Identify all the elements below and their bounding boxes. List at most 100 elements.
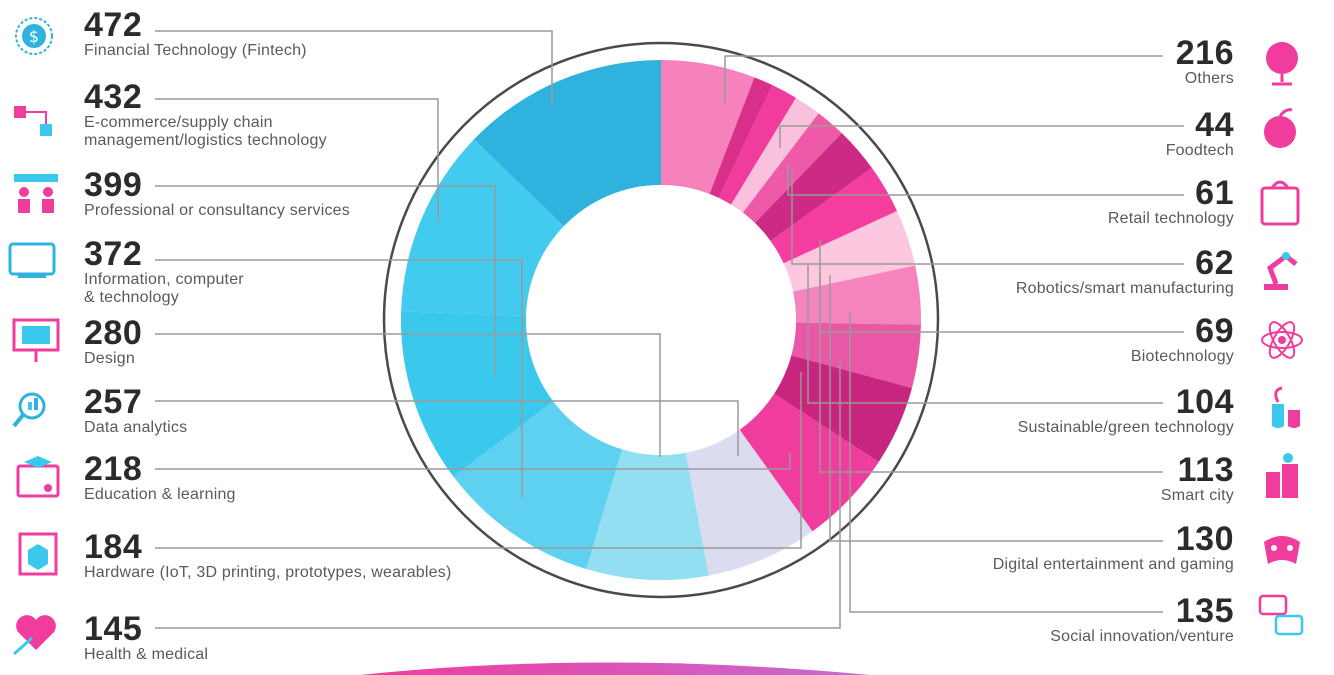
- category-name: Financial Technology (Fintech): [84, 42, 307, 59]
- leader-line-right: [787, 165, 1184, 196]
- leader-line-left: [155, 259, 523, 497]
- category-count: 372: [84, 235, 143, 273]
- donut-hole: [526, 185, 796, 455]
- leader-line-left: [155, 453, 791, 470]
- category-name: Foodtech: [1165, 142, 1234, 159]
- leader-line-right: [791, 170, 1184, 265]
- category-name: Education & learning: [84, 486, 236, 503]
- leader-line-left: [155, 185, 496, 376]
- leader-line-right: [819, 272, 1163, 473]
- category-count: 280: [84, 314, 143, 352]
- category-label-right: 61 Retail technology: [814, 176, 1234, 228]
- category-count: 104: [1175, 383, 1234, 421]
- category-label-right: 69 Biotechnology: [814, 314, 1234, 366]
- donut-slice-3: [718, 85, 797, 205]
- donut-slice-15: [453, 401, 623, 570]
- leader-line-right: [849, 312, 1163, 613]
- category-name: Information, computer: [84, 271, 244, 288]
- category-label-left: 432 E-commerce/supply chain management/log…: [84, 80, 327, 150]
- category-name: Sustainable/green technology: [1017, 419, 1234, 436]
- computer-icon: [8, 242, 56, 278]
- donut-slice-12: [739, 393, 879, 532]
- category-count: 184: [84, 528, 143, 566]
- globe-icon: [1266, 42, 1298, 86]
- category-count: 145: [84, 610, 143, 648]
- svg-text:$: $: [29, 27, 39, 46]
- category-count: 432: [84, 78, 143, 116]
- leader-line-right: [724, 55, 1163, 104]
- donut-slice-17: [401, 139, 564, 316]
- education-icon: [16, 456, 60, 498]
- category-label-left: 184 Hardware (IoT, 3D printing, prototype…: [84, 530, 452, 582]
- consultancy-icon: [14, 174, 58, 213]
- category-count: 399: [84, 166, 143, 204]
- category-name: Hardware (IoT, 3D printing, prototypes, …: [84, 564, 452, 581]
- smart-city-icon: [1266, 453, 1298, 498]
- donut-slice-8: [783, 211, 916, 292]
- leader-line-left: [155, 360, 841, 629]
- leader-lines-inner: [155, 30, 1184, 629]
- category-name: Smart city: [1160, 487, 1234, 504]
- data-analytics-icon: [12, 392, 46, 428]
- fintech-icon: $: [15, 17, 53, 55]
- category-count: 257: [84, 383, 143, 421]
- category-count: 69: [1195, 312, 1234, 350]
- leader-line-left: [155, 400, 739, 456]
- category-name: Social innovation/venture: [1050, 628, 1234, 645]
- donut-slice-10: [791, 322, 921, 389]
- health-icon: [13, 615, 56, 656]
- donut-slice-2: [709, 77, 773, 198]
- category-label-left: 218 Education & learning: [84, 452, 236, 504]
- category-label-right: 113 Smart city: [814, 453, 1234, 505]
- category-count: 472: [84, 6, 143, 44]
- category-count: 135: [1175, 592, 1234, 630]
- category-name: Digital entertainment and gaming: [992, 556, 1234, 573]
- category-count: 61: [1195, 174, 1234, 212]
- hardware-icon: [18, 532, 58, 576]
- category-name: E-commerce/supply chain: [84, 114, 273, 131]
- category-count: 218: [84, 450, 143, 488]
- green-tech-icon: [1272, 386, 1300, 428]
- retail-icon: [1260, 180, 1300, 226]
- robot-arm-icon: [1264, 252, 1298, 290]
- category-label-left: 145 Health & medical: [84, 612, 208, 664]
- category-name: Health & medical: [84, 646, 209, 663]
- category-name: & technology: [84, 289, 179, 306]
- atom-icon: [1261, 321, 1303, 359]
- leader-line-left: [155, 333, 661, 457]
- category-label-left: 372 Information, computer & technology: [84, 237, 244, 307]
- donut-slice-9: [792, 265, 921, 325]
- category-count: 62: [1195, 244, 1234, 282]
- donut-slice-18: [473, 60, 661, 227]
- donut-slice-5: [742, 113, 842, 223]
- category-label-left: 472 Financial Technology (Fintech): [84, 8, 307, 60]
- donut-slice-1: [661, 60, 755, 195]
- leader-line-left: [155, 98, 439, 222]
- category-label-right: 130 Digital entertainment and gaming: [814, 522, 1234, 574]
- donut-slice-7: [770, 167, 898, 264]
- category-name: Robotics/smart manufacturing: [1015, 280, 1234, 297]
- category-name: Data analytics: [84, 419, 188, 436]
- category-label-right: 216 Others: [814, 36, 1234, 88]
- category-label-right: 104 Sustainable/green technology: [814, 385, 1234, 437]
- leader-line-left: [155, 30, 553, 105]
- donut-slice-6: [754, 133, 872, 242]
- category-name: Design: [84, 350, 136, 367]
- category-count: 113: [1177, 451, 1234, 489]
- category-name: Others: [1184, 70, 1234, 87]
- category-label-right: 62 Robotics/smart manufacturing: [814, 246, 1234, 298]
- leader-line-left: [155, 372, 802, 549]
- category-count: 130: [1175, 520, 1234, 558]
- category-label-right: 44 Foodtech: [814, 108, 1234, 160]
- category-name: Biotechnology: [1130, 348, 1234, 365]
- design-icon: [12, 318, 60, 362]
- bottom-decorative-arc: [360, 662, 870, 675]
- outer-ring: [382, 41, 940, 599]
- category-label-right: 135 Social innovation/venture: [814, 594, 1234, 646]
- donut-slices: [401, 60, 921, 580]
- category-name: Professional or consultancy services: [84, 202, 350, 219]
- chat-icon: [1258, 594, 1304, 636]
- category-icons: $: [8, 17, 1304, 656]
- gaming-icon: [1264, 536, 1300, 564]
